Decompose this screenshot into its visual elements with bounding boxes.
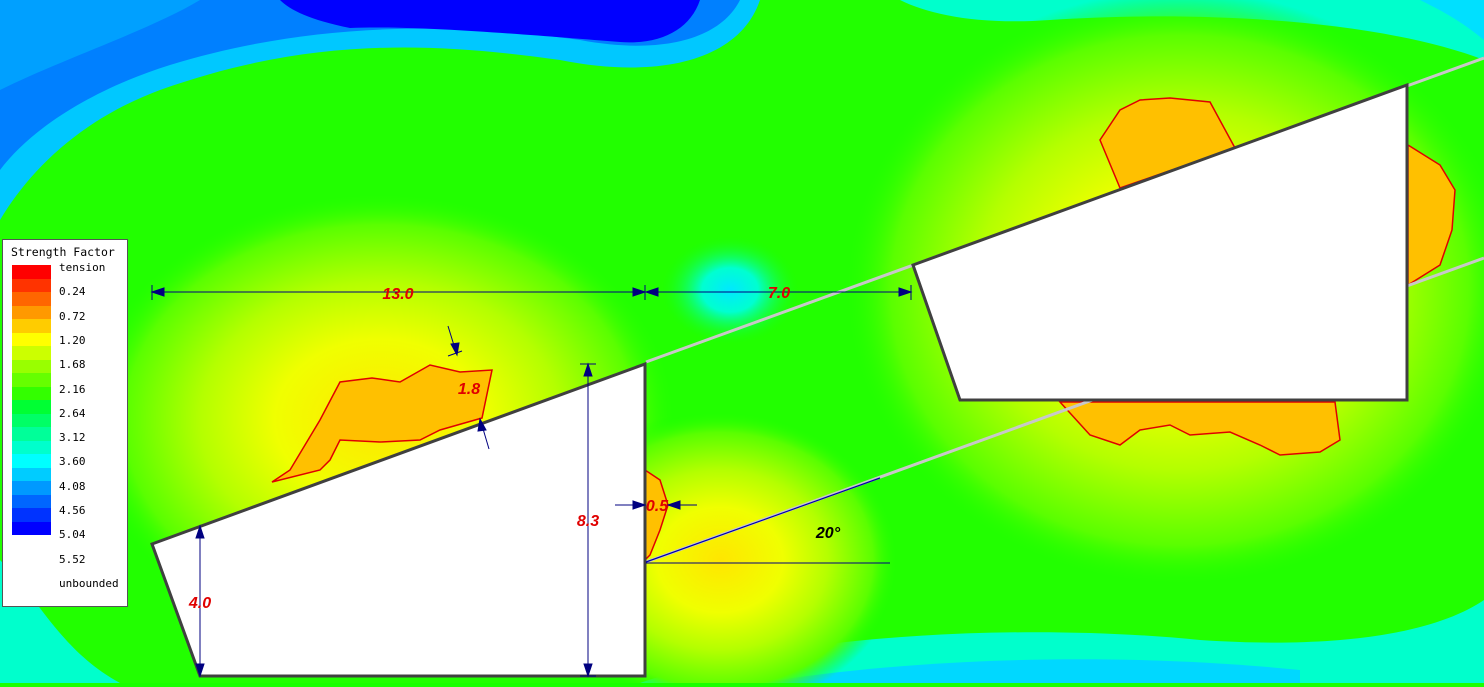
legend-swatch bbox=[12, 319, 51, 333]
dim-angle: 20° bbox=[815, 525, 841, 542]
legend-label: 1.20 bbox=[59, 333, 86, 347]
legend-label: 3.12 bbox=[59, 431, 86, 445]
zone-yield-left bbox=[271, 364, 493, 483]
legend-swatch bbox=[12, 332, 51, 346]
contour-band-blue-left bbox=[0, 0, 200, 90]
legend-swatch bbox=[12, 508, 51, 522]
legend-swatch bbox=[12, 265, 51, 279]
dim-spacing: 7.0 bbox=[768, 285, 790, 302]
legend-swatch bbox=[12, 521, 51, 535]
legend-label: 2.64 bbox=[59, 406, 86, 420]
legend-swatch bbox=[12, 278, 51, 292]
legend-label: 0.72 bbox=[59, 309, 86, 323]
legend-swatch bbox=[12, 440, 51, 454]
contour-band-cyan-corner bbox=[1420, 0, 1484, 40]
legend-swatch bbox=[12, 386, 51, 400]
contour-band-teal-bottom-left bbox=[0, 560, 120, 683]
legend-swatch bbox=[12, 467, 51, 481]
legend-swatch bbox=[12, 454, 51, 468]
legend-swatch bbox=[12, 305, 51, 319]
dim-height-right: 8.3 bbox=[577, 513, 599, 530]
zone-yield-floor-right bbox=[1058, 401, 1341, 456]
legend-swatch bbox=[12, 373, 51, 387]
legend-swatch bbox=[12, 494, 51, 508]
legend-swatch bbox=[12, 292, 51, 306]
legend-label: 2.16 bbox=[59, 382, 86, 396]
legend-label: 5.52 bbox=[59, 552, 86, 566]
legend-label: unbounded bbox=[59, 576, 119, 590]
contour-band-blue bbox=[0, 0, 740, 170]
legend: Strength Factor tension 0.24 0.72 1.20 1.68 2… bbox=[2, 239, 128, 607]
legend-swatch bbox=[12, 359, 51, 373]
legend-swatch bbox=[12, 413, 51, 427]
legend-swatches bbox=[12, 265, 51, 535]
legend-swatch bbox=[12, 427, 51, 441]
legend-label: 4.08 bbox=[59, 479, 86, 493]
angle-ray bbox=[645, 477, 881, 563]
legend-label: 3.60 bbox=[59, 455, 86, 469]
legend-swatch bbox=[12, 481, 51, 495]
contour-band-deep-blue bbox=[280, 0, 700, 43]
legend-label: 4.56 bbox=[59, 504, 86, 517]
legend-title: Strength Factor bbox=[11, 245, 115, 259]
legend-label: tension bbox=[59, 261, 106, 274]
legend-label: 0.24 bbox=[59, 285, 86, 299]
dim-height-left: 4.0 bbox=[188, 595, 211, 612]
excavation-right bbox=[911, 82, 1409, 402]
legend-swatch bbox=[12, 400, 51, 414]
dim-thickness: 1.8 bbox=[458, 381, 480, 398]
dim-offset: 0.5 bbox=[646, 498, 669, 515]
zone-yield-roof-right bbox=[1099, 97, 1237, 189]
legend-swatch bbox=[12, 346, 51, 360]
dim-width-left: 13.0 bbox=[382, 286, 413, 303]
legend-label: 5.04 bbox=[59, 528, 86, 542]
dimension-lines bbox=[150, 285, 913, 678]
contour-band-cyan-bottom bbox=[760, 659, 1300, 683]
legend-label: 1.68 bbox=[59, 358, 86, 372]
